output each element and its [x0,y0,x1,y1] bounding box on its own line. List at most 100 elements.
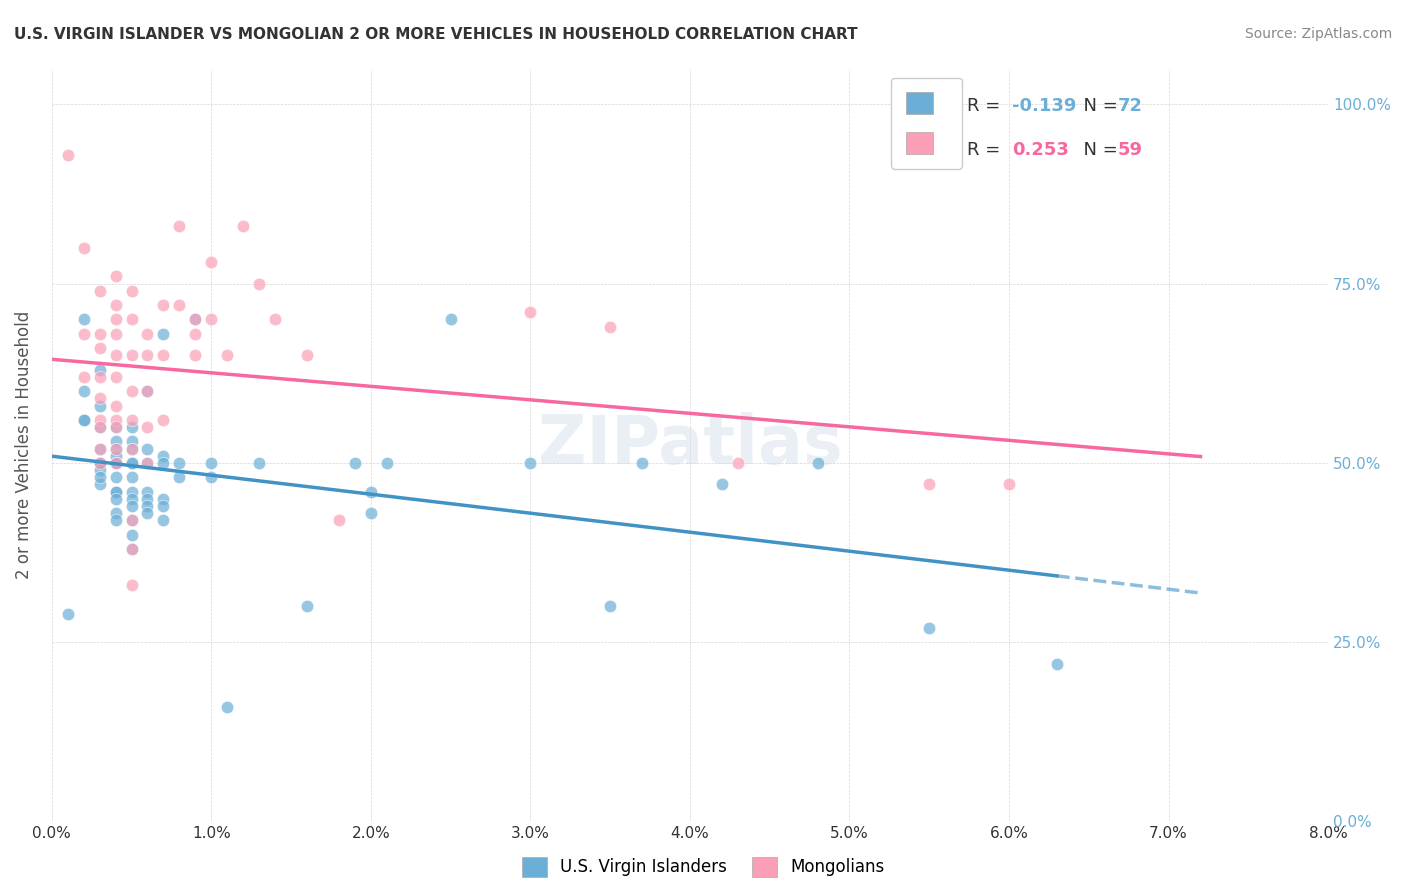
Point [121,491,143,506]
Point [121,499,143,513]
Point [998,477,1021,491]
Point [121,312,143,326]
Point [200,470,222,484]
Point [247,277,270,291]
Point [56,147,79,161]
Point [136,420,159,434]
Point [200,255,222,269]
Point [104,420,127,434]
Point [136,348,159,362]
Point [121,348,143,362]
Point [104,442,127,456]
Point [152,298,174,312]
Point [89,456,111,470]
Point [121,420,143,434]
Point [73,369,96,384]
Point [89,420,111,434]
Point [152,413,174,427]
Text: N =: N = [1071,141,1123,160]
Point [104,456,127,470]
Point [89,326,111,341]
Point [439,312,461,326]
Point [710,477,733,491]
Point [121,284,143,298]
Point [136,384,159,399]
Legend: , : , [891,78,962,169]
Point [89,442,111,456]
Point [631,456,654,470]
Point [89,442,111,456]
Point [56,607,79,621]
Point [104,456,127,470]
Point [152,499,174,513]
Point [89,341,111,355]
Point [104,506,127,520]
Point [136,506,159,520]
Point [136,456,159,470]
Point [89,413,111,427]
Point [89,463,111,477]
Point [89,392,111,406]
Point [104,326,127,341]
Text: R =: R = [967,97,1007,115]
Point [104,348,127,362]
Point [169,470,191,484]
Text: Source: ZipAtlas.com: Source: ZipAtlas.com [1244,27,1392,41]
Point [89,420,111,434]
Point [217,699,239,714]
Point [104,434,127,449]
Point [328,513,350,527]
Point [136,456,159,470]
Point [184,348,207,362]
Point [121,527,143,541]
Point [152,348,174,362]
Point [73,413,96,427]
Text: U.S. VIRGIN ISLANDER VS MONGOLIAN 2 OR MORE VEHICLES IN HOUSEHOLD CORRELATION CH: U.S. VIRGIN ISLANDER VS MONGOLIAN 2 OR M… [14,27,858,42]
Point [104,298,127,312]
Point [89,470,111,484]
Point [136,499,159,513]
Point [121,484,143,499]
Point [184,312,207,326]
Point [232,219,254,234]
Point [104,484,127,499]
Point [918,477,941,491]
Point [121,513,143,527]
Point [247,456,270,470]
Point [200,312,222,326]
Point [104,470,127,484]
Text: N =: N = [1071,97,1123,115]
Point [519,456,541,470]
Point [360,484,382,499]
Point [136,484,159,499]
Point [152,491,174,506]
Point [295,599,318,614]
Point [121,442,143,456]
Point [121,442,143,456]
Point [104,513,127,527]
Point [104,399,127,413]
Point [217,348,239,362]
Legend: U.S. Virgin Islanders, Mongolians: U.S. Virgin Islanders, Mongolians [515,850,891,884]
Point [152,449,174,463]
Point [73,241,96,255]
Point [152,513,174,527]
Text: 0.253: 0.253 [1012,141,1069,160]
Point [169,456,191,470]
Point [73,326,96,341]
Point [121,541,143,556]
Point [136,491,159,506]
Point [519,305,541,319]
Point [121,384,143,399]
Point [121,513,143,527]
Point [104,449,127,463]
Point [121,413,143,427]
Point [73,312,96,326]
Point [136,326,159,341]
Point [104,420,127,434]
Point [343,456,366,470]
Point [136,442,159,456]
Point [121,470,143,484]
Text: ZIPatlas: ZIPatlas [537,412,842,478]
Point [169,219,191,234]
